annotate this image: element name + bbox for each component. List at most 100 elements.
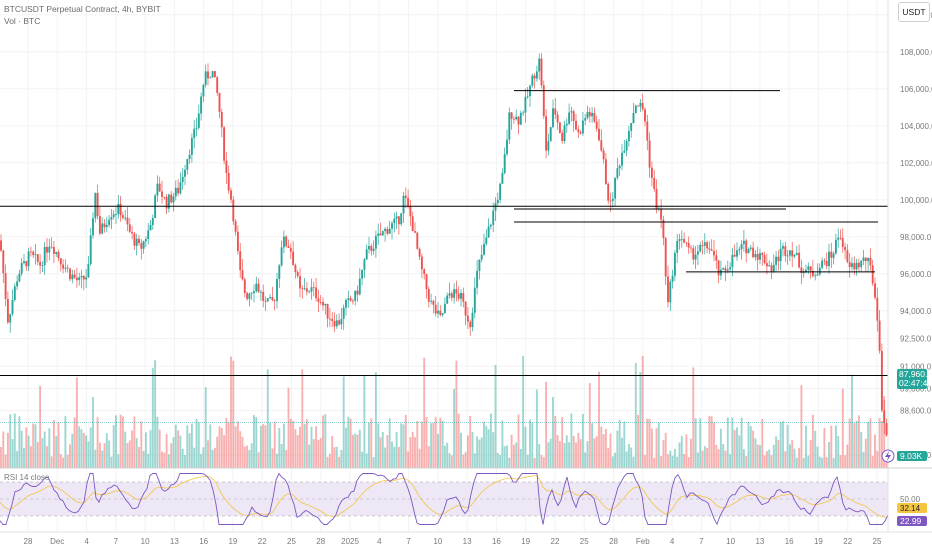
volume-bar (420, 421, 423, 468)
candle-body (701, 245, 704, 246)
candle-body (846, 250, 849, 262)
candle-body (363, 259, 366, 270)
volume-bar (591, 423, 594, 468)
volume-bar (55, 436, 58, 468)
candle-body (85, 277, 88, 280)
candle-body (823, 260, 826, 262)
candle-body (250, 292, 253, 294)
candle-body (572, 111, 575, 121)
volume-bar (616, 430, 619, 468)
candle-body (607, 183, 610, 201)
volume-bar (655, 428, 658, 468)
volume-bar (621, 437, 623, 468)
candle-body (522, 112, 525, 114)
candle-body (2, 250, 5, 274)
candle-body (494, 203, 497, 211)
candle-body (593, 112, 596, 122)
candle-body (549, 127, 552, 142)
volume-bar (62, 457, 65, 468)
candle-body (338, 320, 341, 325)
candle-body (103, 223, 106, 228)
volume-bar (821, 457, 824, 468)
candle-body (699, 245, 702, 252)
volume-bar (181, 448, 184, 468)
candle-body (844, 247, 847, 251)
volume-bar (71, 433, 74, 468)
volume-bar (648, 418, 651, 468)
candle-body (860, 260, 863, 268)
time-tick-label: 22 (258, 537, 267, 546)
time-tick-label: 22 (843, 537, 852, 546)
candle-body (381, 231, 384, 236)
candle-body (374, 235, 377, 249)
volume-bar (657, 422, 660, 468)
candle-body (52, 246, 55, 254)
candle-body (683, 238, 686, 243)
candle-body (184, 169, 186, 177)
candle-body (805, 269, 807, 272)
candle-body (726, 269, 729, 271)
volume-bar (508, 457, 511, 468)
volume-bar (236, 421, 239, 468)
candle-body (163, 196, 166, 198)
volume-bar (759, 445, 761, 468)
volume-bar (524, 426, 527, 468)
candle-body (754, 254, 757, 258)
volume-bar (568, 442, 571, 468)
candle-body (11, 299, 14, 315)
lightning-icon[interactable] (881, 449, 895, 463)
time-axis[interactable]: 28 Dec 4 7 10 13 16 19 22 25 28 2025 4 7 10 13 16 19 22 25 2… (24, 537, 882, 546)
time-tick-label: 25 (287, 537, 296, 546)
candle-body (13, 286, 16, 300)
volume-bar (556, 435, 559, 468)
candle-body (483, 243, 485, 255)
candle-body (542, 85, 545, 117)
volume-bar (57, 422, 60, 468)
volume-bar (600, 426, 603, 468)
candle-body (710, 249, 713, 251)
volume-bar (264, 425, 267, 468)
candle-body (55, 252, 58, 254)
candle-body (379, 233, 382, 236)
candle-body (646, 121, 649, 141)
candle-body (450, 293, 453, 298)
candle-body (119, 203, 122, 216)
candle-body (117, 203, 120, 215)
candle-body (87, 264, 90, 278)
volume-bar (188, 433, 191, 468)
volume-bar (542, 457, 545, 468)
volume-bar (230, 356, 232, 468)
price-axis[interactable]: 110,000.0108,000.0106,000.0104,000.0102,… (900, 11, 932, 460)
volume-bar (347, 416, 350, 468)
time-tick-label: 19 (228, 537, 237, 546)
candle-body (115, 214, 117, 215)
volume-bar (345, 427, 347, 468)
candle-body (66, 267, 69, 269)
horizontal-levels[interactable] (0, 90, 888, 377)
currency-button[interactable]: USDT (898, 2, 930, 22)
volume-bar (641, 355, 644, 468)
volume-bar (756, 444, 759, 468)
price-tick-label: 96,000.0 (900, 270, 932, 279)
volume-bar (220, 428, 223, 468)
volume-bar (457, 413, 460, 468)
candle-body (144, 239, 147, 242)
candle-body (460, 292, 462, 299)
candle-body (561, 132, 564, 141)
candle-body (98, 216, 101, 234)
time-tick-label: 4 (377, 537, 382, 546)
time-tick-label: 13 (170, 537, 179, 546)
volume-bar (425, 417, 428, 468)
volume-bar (177, 430, 180, 468)
candle-body (828, 251, 830, 267)
volume-bar (319, 437, 322, 468)
candle-body (618, 165, 621, 169)
volume-bar (365, 453, 368, 468)
volume-bar (418, 448, 421, 468)
candle-body (0, 240, 2, 251)
candle-body (188, 154, 191, 159)
volume-bar (540, 455, 543, 468)
volume-bar (653, 457, 656, 468)
volume-bar (575, 442, 577, 468)
